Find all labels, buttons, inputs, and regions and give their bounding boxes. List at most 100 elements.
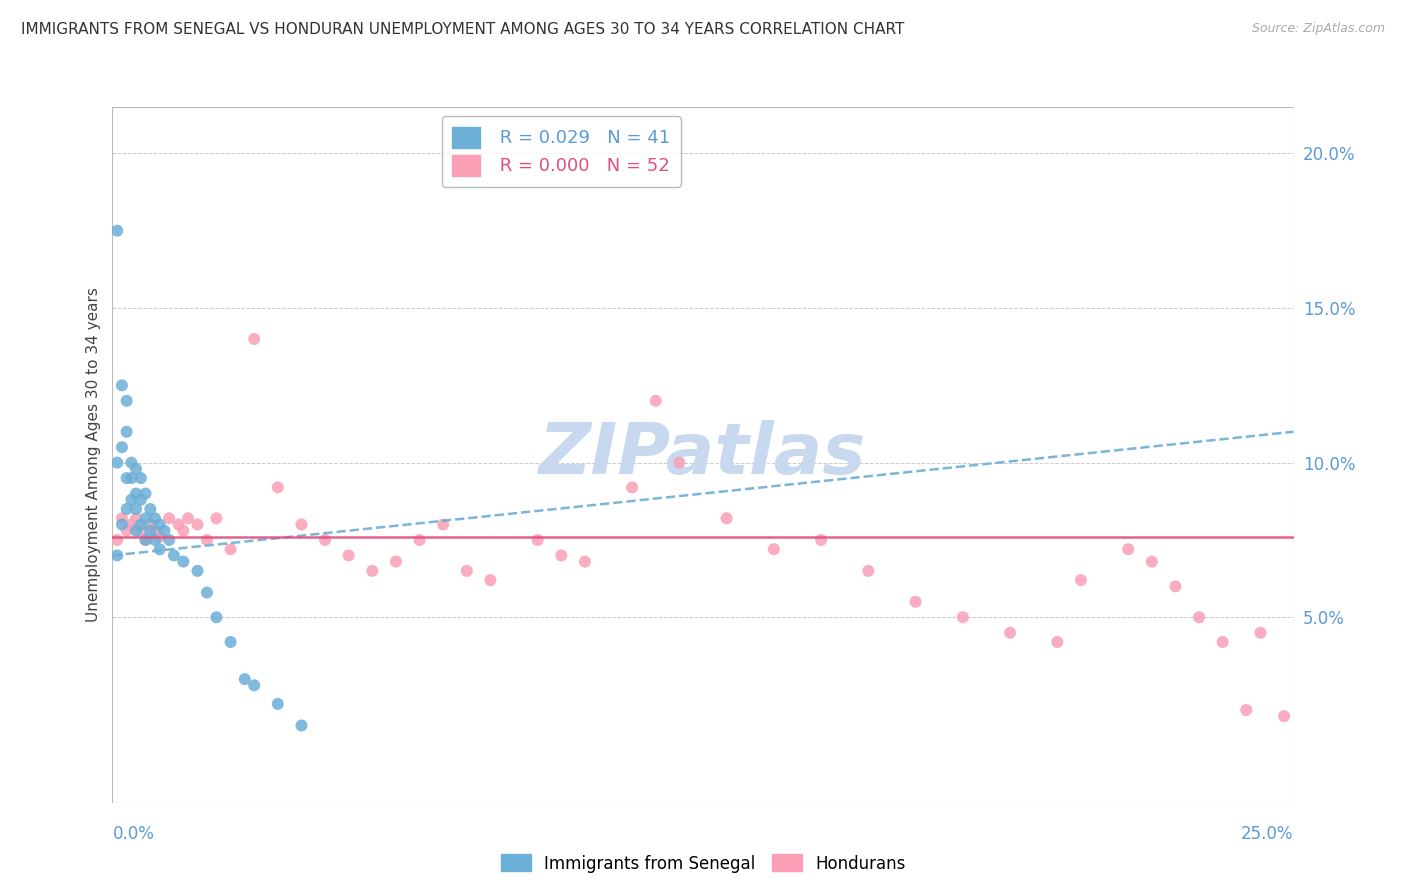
- Text: 0.0%: 0.0%: [112, 825, 155, 843]
- Point: [219, 635, 242, 649]
- Point: [115, 471, 138, 485]
- Point: [167, 517, 190, 532]
- Point: [858, 564, 880, 578]
- Point: [290, 517, 312, 532]
- Point: [290, 718, 312, 732]
- Point: [163, 549, 186, 563]
- Point: [115, 524, 138, 538]
- Point: [243, 332, 266, 346]
- Point: [1249, 625, 1271, 640]
- Legend:  R = 0.029   N = 41,  R = 0.000   N = 52: R = 0.029 N = 41, R = 0.000 N = 52: [441, 116, 681, 186]
- Point: [153, 524, 176, 538]
- Point: [111, 378, 134, 392]
- Point: [139, 524, 162, 538]
- Point: [810, 533, 832, 547]
- Point: [139, 502, 162, 516]
- Point: [120, 471, 142, 485]
- Text: 25.0%: 25.0%: [1241, 825, 1294, 843]
- Point: [186, 564, 208, 578]
- Point: [149, 542, 172, 557]
- Point: [111, 517, 134, 532]
- Text: Source: ZipAtlas.com: Source: ZipAtlas.com: [1251, 22, 1385, 36]
- Point: [1164, 579, 1187, 593]
- Point: [267, 697, 290, 711]
- Point: [621, 480, 644, 494]
- Point: [125, 524, 148, 538]
- Point: [644, 393, 666, 408]
- Point: [129, 517, 152, 532]
- Point: [115, 425, 138, 439]
- Point: [904, 595, 927, 609]
- Point: [129, 524, 152, 538]
- Point: [385, 555, 408, 569]
- Point: [1234, 703, 1257, 717]
- Point: [125, 486, 148, 500]
- Text: ZIPatlas: ZIPatlas: [540, 420, 866, 490]
- Point: [125, 502, 148, 516]
- Point: [1212, 635, 1234, 649]
- Point: [195, 533, 218, 547]
- Point: [129, 471, 152, 485]
- Point: [157, 511, 180, 525]
- Point: [1116, 542, 1139, 557]
- Point: [195, 585, 218, 599]
- Point: [125, 511, 148, 525]
- Legend: Immigrants from Senegal, Hondurans: Immigrants from Senegal, Hondurans: [494, 847, 912, 880]
- Point: [574, 555, 596, 569]
- Point: [205, 610, 228, 624]
- Point: [111, 511, 134, 525]
- Point: [129, 492, 152, 507]
- Point: [432, 517, 454, 532]
- Point: [111, 440, 134, 454]
- Point: [172, 524, 194, 538]
- Point: [1046, 635, 1069, 649]
- Point: [143, 524, 166, 538]
- Point: [105, 456, 128, 470]
- Point: [668, 456, 690, 470]
- Point: [1272, 709, 1295, 723]
- Point: [408, 533, 430, 547]
- Point: [361, 564, 384, 578]
- Point: [135, 533, 157, 547]
- Point: [105, 549, 128, 563]
- Point: [233, 672, 256, 686]
- Point: [120, 492, 142, 507]
- Point: [314, 533, 336, 547]
- Point: [125, 462, 148, 476]
- Point: [172, 555, 194, 569]
- Point: [479, 573, 502, 587]
- Point: [762, 542, 785, 557]
- Point: [120, 517, 142, 532]
- Point: [205, 511, 228, 525]
- Point: [135, 511, 157, 525]
- Point: [267, 480, 290, 494]
- Point: [115, 502, 138, 516]
- Y-axis label: Unemployment Among Ages 30 to 34 years: Unemployment Among Ages 30 to 34 years: [86, 287, 101, 623]
- Point: [149, 530, 172, 544]
- Point: [716, 511, 738, 525]
- Point: [243, 678, 266, 692]
- Point: [105, 533, 128, 547]
- Point: [1140, 555, 1163, 569]
- Point: [952, 610, 974, 624]
- Point: [105, 224, 128, 238]
- Point: [337, 549, 360, 563]
- Point: [143, 511, 166, 525]
- Point: [139, 517, 162, 532]
- Point: [550, 549, 572, 563]
- Point: [135, 533, 157, 547]
- Point: [1070, 573, 1092, 587]
- Point: [186, 517, 208, 532]
- Point: [456, 564, 478, 578]
- Point: [157, 533, 180, 547]
- Point: [149, 517, 172, 532]
- Point: [143, 533, 166, 547]
- Point: [135, 486, 157, 500]
- Point: [219, 542, 242, 557]
- Point: [998, 625, 1021, 640]
- Point: [1188, 610, 1211, 624]
- Point: [115, 393, 138, 408]
- Text: IMMIGRANTS FROM SENEGAL VS HONDURAN UNEMPLOYMENT AMONG AGES 30 TO 34 YEARS CORRE: IMMIGRANTS FROM SENEGAL VS HONDURAN UNEM…: [21, 22, 904, 37]
- Point: [526, 533, 548, 547]
- Point: [120, 456, 142, 470]
